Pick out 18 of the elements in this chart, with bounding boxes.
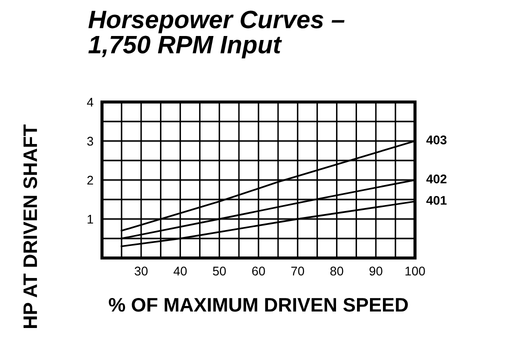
x-tick-label: 60 <box>252 266 265 276</box>
series-label: 401 <box>426 196 447 205</box>
x-tick-label: 90 <box>370 266 382 276</box>
x-tick-label: 30 <box>134 266 148 276</box>
y-tick-label: 3 <box>87 136 94 146</box>
y-axis-title: HP AT DRIVEN SHAFT <box>23 124 38 328</box>
x-tick-label: 50 <box>212 266 226 276</box>
y-tick-label: 1 <box>88 214 94 224</box>
y-tick-label: 4 <box>87 98 94 107</box>
x-axis-title: % OF MAXIMUM DRIVEN SPEED <box>108 298 408 312</box>
x-tick-label: 40 <box>174 266 187 276</box>
series-label: 402 <box>426 174 446 184</box>
x-tick-label: 70 <box>291 266 304 276</box>
y-tick-label: 2 <box>87 176 94 185</box>
series-label: 403 <box>426 136 447 144</box>
x-tick-label: 100 <box>406 266 425 276</box>
x-tick-label: 80 <box>330 266 344 276</box>
chart-title: Horsepower Curves – 1,750 RPM Input <box>88 10 344 58</box>
